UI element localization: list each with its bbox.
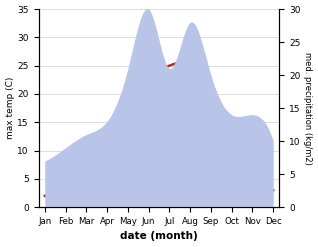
Y-axis label: med. precipitation (kg/m2): med. precipitation (kg/m2)	[303, 52, 313, 165]
Y-axis label: max temp (C): max temp (C)	[5, 77, 15, 139]
X-axis label: date (month): date (month)	[120, 231, 198, 242]
